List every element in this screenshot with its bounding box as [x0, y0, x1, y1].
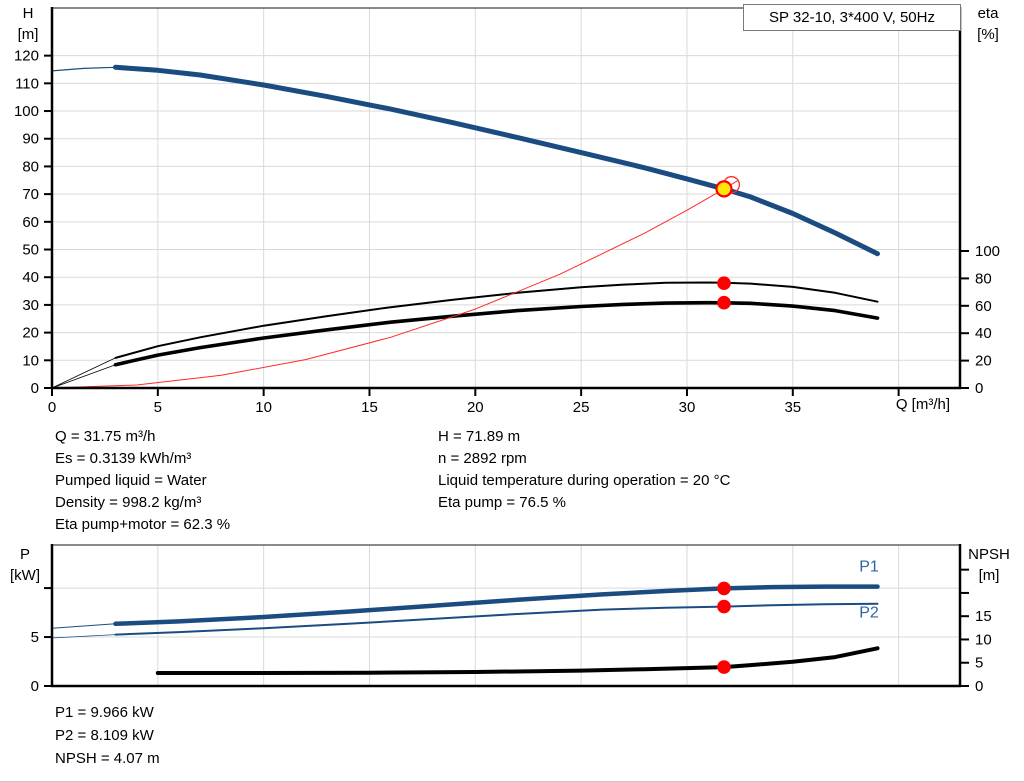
- info-line: Density = 998.2 kg/m³: [55, 494, 202, 511]
- operating-point-dot: [717, 276, 731, 291]
- info-line: NPSH = 4.07 m: [55, 750, 160, 767]
- duty-point[interactable]: [715, 180, 733, 198]
- y-left-tick-label: 5: [31, 629, 39, 646]
- y-right-tick-label: 40: [975, 325, 992, 342]
- x-tick-label: 0: [48, 399, 56, 416]
- y-left-tick-label: 70: [22, 186, 39, 203]
- npsh-axis-symbol: NPSH: [968, 546, 1010, 563]
- y-left-tick-label: 100: [14, 103, 39, 120]
- y-left-tick-label: 120: [14, 48, 39, 65]
- x-tick-label: 30: [679, 399, 696, 416]
- curve-eta-pump-motor: [113, 300, 880, 367]
- curve-p1-curve: [51, 623, 116, 629]
- curve-head-curve: [51, 66, 117, 72]
- y-left-tick-label: 20: [22, 325, 39, 342]
- q-axis-title: Q [m³/h]: [895, 396, 950, 413]
- info-line: P2 = 8.109 kW: [55, 727, 154, 744]
- curve-p1-curve: [113, 584, 880, 627]
- p-axis-title: P [kW]: [2, 544, 48, 586]
- y-right-tick-label: 5: [975, 655, 983, 672]
- info-line: P1 = 9.966 kW: [55, 704, 154, 721]
- eta-axis-symbol: eta: [977, 5, 999, 22]
- y-right-tick-label: 20: [975, 353, 992, 370]
- curve-eta-pump: [114, 281, 879, 359]
- info-left-column: Q = 31.75 m³/h Es = 0.3139 kWh/m³ Pumped l…: [55, 426, 230, 536]
- info-line: n = 2892 rpm: [438, 450, 527, 467]
- curve-eta-pump-motor: [51, 364, 116, 389]
- p-axis-unit: [kW]: [10, 567, 40, 584]
- y-left-tick-label: 110: [15, 75, 39, 92]
- info-line: H = 71.89 m: [438, 428, 521, 445]
- y-right-tick-label: 80: [975, 270, 992, 287]
- info-line: Eta pump = 76.5 %: [438, 494, 566, 511]
- series-label-p1: P1: [859, 558, 879, 575]
- x-tick-label: 20: [467, 399, 484, 416]
- x-tick-label: 10: [255, 399, 272, 416]
- eta-axis-unit: [%]: [977, 26, 999, 43]
- info-line: Liquid temperature during operation = 20…: [438, 472, 731, 489]
- info-line: Q = 31.75 m³/h: [55, 428, 156, 445]
- curve-p2-curve: [114, 602, 879, 636]
- x-tick-label: 25: [573, 399, 590, 416]
- y-left-tick-label: 60: [22, 214, 39, 231]
- h-axis-title: H [m]: [6, 3, 50, 45]
- x-tick-label: 15: [361, 399, 378, 416]
- p-axis-symbol: P: [19, 546, 30, 563]
- curve-system-curve: [51, 180, 739, 389]
- x-tick-label: 5: [154, 399, 162, 416]
- y-right-tick-label: 100: [975, 243, 1000, 260]
- x-tick-label: 35: [784, 399, 801, 416]
- operating-point-dot: [717, 599, 731, 614]
- operating-point-dot: [717, 660, 731, 674]
- bottom-chart: 0 5 0 5 10 15 P1 P2: [31, 544, 992, 695]
- top-chart: 0 5 10 15 20 25 30 35 0 10 20 30 40 50 60 70 80 90 100 110 1…: [14, 7, 1000, 416]
- y-left-tick-label: 30: [22, 297, 39, 314]
- curve-npsh-curve: [155, 646, 880, 675]
- info-line: Eta pump+motor = 62.3 %: [55, 516, 231, 533]
- y-right-tick-label: 0: [975, 678, 983, 695]
- info-right-column: H = 71.89 m n = 2892 rpm Liquid temperatur…: [438, 426, 730, 514]
- info-line: Es = 0.3139 kWh/m³: [55, 450, 192, 467]
- y-right-tick-label: 10: [975, 631, 992, 648]
- y-left-tick-label: 50: [22, 242, 39, 259]
- info-line: Pumped liquid = Water: [55, 472, 207, 489]
- pump-title-box: SP 32-10, 3*400 V, 50Hz: [743, 4, 961, 31]
- info-bottom-column: P1 = 9.966 kW P2 = 8.109 kW NPSH = 4.07 m: [55, 701, 160, 770]
- y-left-tick-label: 40: [22, 269, 39, 286]
- y-left-tick-label: 0: [31, 678, 39, 695]
- operating-point-dot: [717, 295, 731, 310]
- npsh-axis-unit: [m]: [978, 567, 1000, 584]
- curve-p2-curve: [51, 634, 116, 639]
- y-left-tick-label: 0: [31, 380, 39, 397]
- h-axis-unit: [m]: [17, 26, 39, 43]
- npsh-axis-title: NPSH [m]: [958, 544, 1020, 586]
- h-axis-symbol: H: [22, 5, 34, 22]
- curve-head-curve: [113, 64, 880, 257]
- y-left-tick-label: 80: [22, 158, 39, 175]
- operating-point-dot: [717, 581, 731, 596]
- y-left-tick-label: 90: [22, 131, 39, 148]
- curve-eta-pump: [51, 357, 116, 389]
- y-right-tick-label: 60: [975, 298, 992, 315]
- y-right-tick-label: 0: [975, 380, 983, 397]
- y-left-tick-label: 10: [22, 352, 39, 369]
- eta-axis-title: eta [%]: [964, 3, 1012, 45]
- y-right-tick-label: 15: [975, 608, 992, 625]
- series-label-p2: P2: [859, 604, 879, 621]
